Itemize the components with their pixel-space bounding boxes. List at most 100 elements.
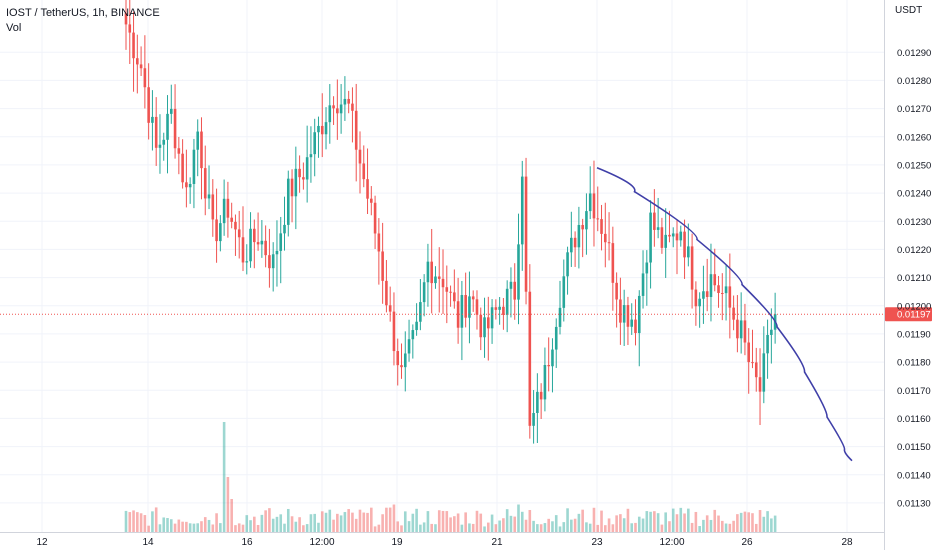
volume-bar	[445, 511, 449, 532]
volume-bar	[690, 522, 694, 532]
drawn-curve[interactable]	[596, 166, 853, 462]
volume-bar	[728, 523, 732, 532]
candle-body	[645, 262, 649, 274]
volume-bar	[702, 519, 705, 532]
volume-bar	[302, 525, 305, 532]
candle-body	[370, 198, 373, 203]
volume-bar	[547, 518, 550, 532]
candle-body	[509, 281, 513, 289]
volume-bar	[336, 513, 339, 532]
price-tick-label: 0.01160	[897, 414, 931, 425]
volume-bar	[211, 524, 215, 532]
volume-bar	[705, 515, 709, 532]
candle-body	[430, 261, 433, 284]
volume-bar	[641, 518, 645, 532]
volume-bar	[671, 508, 675, 532]
volume-bar	[377, 524, 381, 532]
candle-body	[702, 291, 705, 299]
candle-body	[426, 261, 430, 283]
candle-body	[358, 149, 362, 164]
time-tick-label: 12:00	[309, 537, 334, 548]
candle-body	[354, 110, 358, 150]
volume-bar	[385, 507, 388, 532]
volume-bar	[487, 522, 490, 532]
time-axis[interactable]: 12 14 16 12:00 19 21 23 12:00 26 28	[0, 532, 884, 549]
candle-body	[339, 104, 343, 114]
candle-body	[230, 217, 233, 222]
candle-body	[641, 273, 645, 296]
volume-bar	[339, 515, 343, 532]
volume-bar	[739, 512, 743, 532]
volume-bar	[381, 514, 384, 532]
volume-bar	[611, 524, 615, 532]
candle-body	[147, 87, 150, 123]
volume-bar	[524, 519, 528, 532]
candle-body	[490, 307, 494, 329]
volume-bar	[660, 524, 664, 532]
volume-bar	[256, 524, 260, 532]
candle-body	[505, 288, 509, 315]
candle-body	[234, 221, 237, 230]
candle-body	[664, 234, 667, 248]
volume-bar	[747, 512, 751, 532]
candle-body	[415, 321, 418, 331]
volume-bar	[622, 518, 626, 532]
volume-bar	[147, 525, 150, 532]
candle-body	[660, 227, 664, 248]
candle-body	[577, 224, 581, 248]
candle-body	[607, 242, 611, 244]
volume-bar	[645, 511, 649, 532]
current-price-line: 0.01197	[0, 307, 932, 322]
volume-bar	[200, 521, 203, 532]
time-tick-label: 14	[142, 537, 154, 548]
candle-body	[694, 289, 698, 307]
candle-body	[328, 105, 332, 123]
candle-body	[588, 193, 592, 212]
candle-body	[747, 342, 751, 363]
candle-body	[754, 362, 758, 378]
candle-body	[351, 103, 354, 111]
volume-bar	[241, 524, 245, 532]
price-candles	[124, 0, 777, 444]
volume-bar	[585, 522, 588, 532]
volume-bar	[407, 521, 411, 532]
volume-bar	[268, 508, 271, 532]
volume-bar	[494, 524, 498, 532]
candle-body	[592, 193, 596, 219]
candle-body	[200, 131, 203, 169]
candle-body	[188, 183, 192, 188]
volume-bar	[237, 523, 241, 532]
volume-bar	[562, 522, 566, 532]
candle-body	[271, 254, 275, 269]
volume-bar	[279, 514, 283, 532]
price-label-bg	[885, 307, 932, 322]
candle-body	[128, 24, 132, 33]
volume-bar	[370, 507, 373, 532]
candle-body	[713, 274, 717, 286]
candle-body	[362, 163, 366, 180]
volume-bar	[354, 518, 358, 532]
volume-bar	[554, 515, 558, 532]
candle-body	[445, 287, 449, 292]
curve-line[interactable]	[596, 166, 853, 462]
candle-body	[528, 291, 532, 426]
price-tick-label: 0.01210	[897, 273, 931, 284]
volume-bar	[475, 510, 479, 532]
volume-bar	[388, 507, 392, 532]
candle-body	[245, 261, 249, 263]
volume-bar	[532, 520, 535, 532]
volume-bar	[317, 522, 320, 532]
volume-bar	[736, 514, 739, 532]
candle-body	[456, 301, 460, 328]
price-axis[interactable]: 0.01290 0.01280 0.01270 0.01260 0.01250 0.012…	[884, 0, 932, 550]
candle-body	[222, 198, 226, 224]
volume-label[interactable]: Vol	[6, 22, 22, 34]
candle-body	[630, 319, 634, 327]
symbol-title[interactable]: IOST / TetherUS, 1h, BINANCE	[6, 7, 160, 19]
volume-bar	[305, 524, 309, 532]
volume-bar	[573, 518, 577, 532]
volume-bar	[275, 516, 279, 532]
volume-bar	[683, 513, 686, 532]
